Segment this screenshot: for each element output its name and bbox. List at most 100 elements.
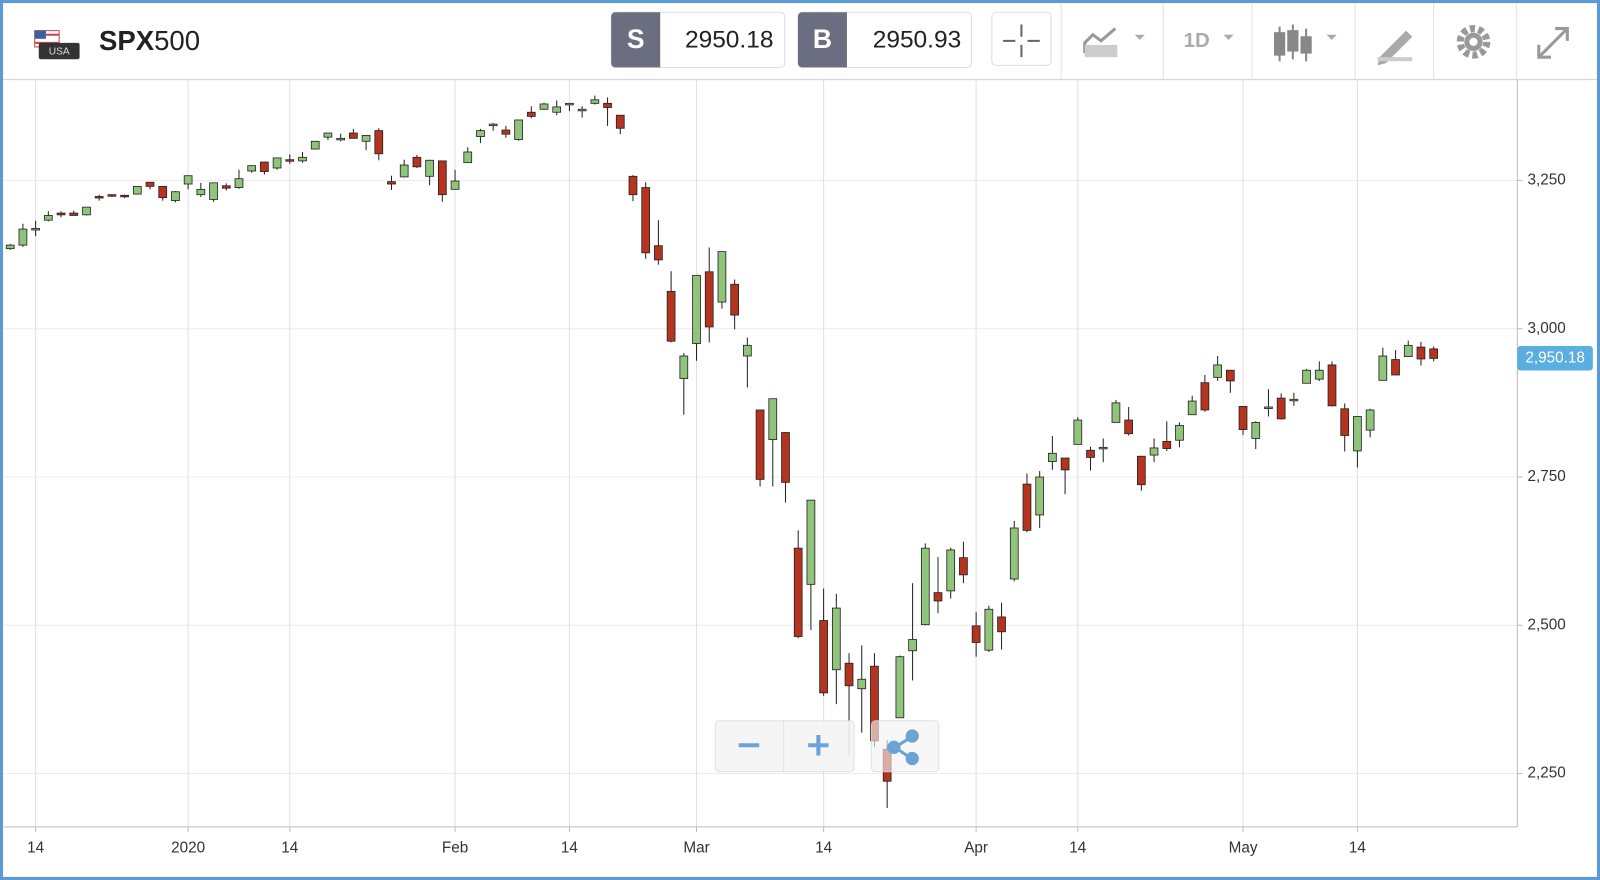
candle-body xyxy=(450,180,460,190)
candle-body xyxy=(387,181,396,185)
settings-button[interactable] xyxy=(1456,25,1491,59)
candle-body xyxy=(984,608,994,651)
candle-body xyxy=(94,196,104,199)
candle-body xyxy=(260,161,269,172)
candle-body xyxy=(857,678,867,690)
candle-body xyxy=(247,165,257,172)
candle-body xyxy=(1289,398,1299,402)
candle-body xyxy=(1403,344,1413,358)
interval-label: 1D xyxy=(1184,30,1210,52)
candle-body xyxy=(56,212,66,216)
candle-body xyxy=(1086,449,1095,458)
candle-body xyxy=(997,616,1006,633)
candle-body xyxy=(1213,364,1222,378)
candle-body xyxy=(641,187,651,254)
candle-body xyxy=(1327,364,1337,407)
interval-button[interactable]: 1D xyxy=(1184,30,1234,52)
crosshair-button[interactable] xyxy=(991,11,1052,66)
candle-body xyxy=(209,182,218,200)
x-tick-label: May xyxy=(1229,839,1258,856)
x-tick-label: 14 xyxy=(1069,839,1087,856)
share-button[interactable] xyxy=(887,729,919,766)
x-tick-label: Mar xyxy=(683,839,709,856)
candle-body xyxy=(298,156,307,162)
candle-body xyxy=(526,111,536,117)
candle-body xyxy=(1314,369,1324,380)
buy-button[interactable]: B 2950.93 xyxy=(797,11,972,68)
candle-body xyxy=(755,409,765,480)
candle-body xyxy=(1200,382,1210,411)
candle-body xyxy=(1276,397,1286,420)
candle-body xyxy=(145,181,155,187)
candle-body xyxy=(920,547,930,626)
candle-body xyxy=(1416,346,1426,360)
candle-body xyxy=(717,251,727,303)
candle-body xyxy=(844,662,854,687)
candle-body xyxy=(1149,447,1159,456)
candle-body xyxy=(107,194,117,197)
symbol: SPX500 xyxy=(99,25,200,56)
candle-body xyxy=(666,290,676,342)
candle-body xyxy=(1098,446,1108,450)
buy-price: 2950.93 xyxy=(873,26,961,53)
candle-body xyxy=(18,228,28,246)
candle-body xyxy=(603,102,612,108)
sell-label: S xyxy=(627,24,645,54)
candle-body xyxy=(1022,483,1032,531)
x-tick-label: 14 xyxy=(561,839,579,856)
candle-body xyxy=(336,137,346,141)
fullscreen-button[interactable] xyxy=(1537,27,1569,59)
candle-body xyxy=(310,140,320,150)
candle-body xyxy=(399,164,409,178)
candle-body xyxy=(31,228,40,231)
candle-body xyxy=(1353,416,1362,452)
last-price-tag xyxy=(1517,346,1593,371)
candle-body xyxy=(654,245,663,261)
candle-body xyxy=(539,103,549,110)
candle-body xyxy=(171,191,180,202)
candle-body xyxy=(349,132,358,139)
candle-body xyxy=(908,639,917,652)
candle-body xyxy=(1124,419,1133,435)
candle-body xyxy=(437,160,447,196)
candle-body xyxy=(1378,355,1388,381)
candle-body xyxy=(488,123,498,127)
candle-body xyxy=(1035,476,1045,516)
candle-body xyxy=(806,499,816,585)
candle-body xyxy=(1429,348,1439,359)
candle-body xyxy=(1175,424,1184,441)
candle-body xyxy=(323,132,333,138)
buy-label: B xyxy=(813,24,832,54)
candle-body xyxy=(183,175,193,185)
x-tick-label: 2020 xyxy=(171,839,205,856)
candle-body xyxy=(1238,406,1248,430)
candle-body xyxy=(1365,409,1375,431)
candle-body xyxy=(781,432,790,483)
symbol-bold: SPX xyxy=(99,25,155,56)
sell-button[interactable]: S 2950.18 xyxy=(610,11,786,68)
candle-body xyxy=(196,188,206,196)
zoom-in-button[interactable] xyxy=(808,735,829,756)
candle-body xyxy=(412,156,422,168)
chart-type-button[interactable] xyxy=(1083,27,1145,58)
candle-body xyxy=(1340,408,1350,436)
candle-body xyxy=(1073,419,1083,445)
candle-style-button[interactable] xyxy=(1273,24,1337,62)
y-tick-label: 2,750 xyxy=(1528,468,1566,485)
zoom-controls xyxy=(714,720,940,773)
flag-icon: USA xyxy=(34,30,80,60)
candle-body xyxy=(374,130,384,155)
candle-body xyxy=(1302,369,1311,384)
candle-body xyxy=(1009,527,1019,580)
candle-body xyxy=(959,557,968,576)
candle-body xyxy=(1251,422,1261,439)
candle-body xyxy=(272,157,282,169)
candle-body xyxy=(221,185,231,189)
draw-button[interactable] xyxy=(1377,30,1413,66)
symbol-rest: 500 xyxy=(154,25,200,56)
last-price-label: 2,950.18 xyxy=(1525,349,1585,366)
candle-body xyxy=(514,119,523,140)
candle-body xyxy=(425,159,434,177)
